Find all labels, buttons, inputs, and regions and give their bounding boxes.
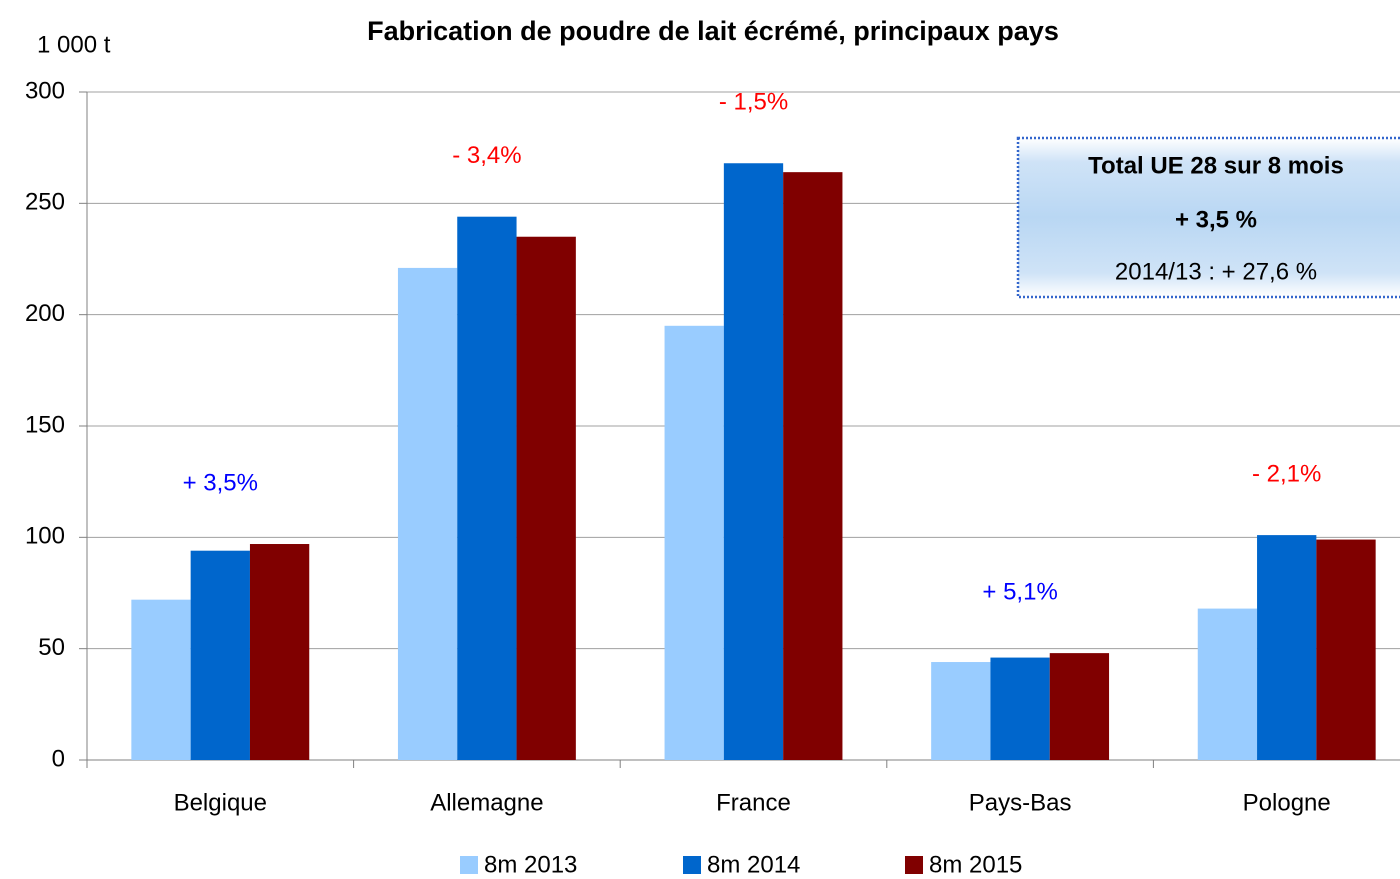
annotation: - 1,5%	[719, 89, 788, 116]
info-box	[1016, 136, 1400, 299]
y-tick-label: 300	[25, 77, 65, 104]
bar	[1257, 535, 1317, 760]
y-tick-label: 200	[25, 300, 65, 327]
bar	[249, 544, 310, 760]
info-box-value: + 3,5 %	[1175, 206, 1257, 233]
x-tick-label: Belgique	[174, 789, 267, 816]
annotation: + 5,1%	[982, 578, 1057, 605]
info-box-note: 2014/13 : + 27,6 %	[1115, 258, 1317, 285]
legend-label: 8m 2015	[929, 851, 1022, 878]
y-tick-label: 50	[38, 634, 65, 661]
bar	[990, 657, 1050, 760]
legend-label: 8m 2014	[707, 851, 800, 878]
legend-swatch	[460, 856, 478, 874]
bar	[783, 172, 843, 760]
x-tick-label: France	[716, 789, 791, 816]
y-axis-label: 1 000 t	[37, 31, 111, 58]
annotation: + 3,5%	[183, 469, 258, 496]
bar	[190, 550, 250, 760]
annotation: - 3,4%	[452, 142, 521, 169]
x-tick-label: Allemagne	[430, 789, 543, 816]
legend-swatch	[683, 856, 701, 874]
info-box-title: Total UE 28 sur 8 mois	[1088, 152, 1344, 179]
bar	[457, 216, 517, 760]
x-tick-label: Pologne	[1243, 789, 1331, 816]
legend-label: 8m 2013	[484, 851, 577, 878]
bar	[1316, 539, 1376, 760]
bar	[1049, 653, 1110, 760]
annotation: - 2,1%	[1252, 460, 1321, 487]
bar	[1197, 608, 1258, 760]
y-tick-label: 150	[25, 411, 65, 438]
y-tick-label: 0	[52, 745, 65, 772]
y-tick-label: 100	[25, 523, 65, 550]
bar	[664, 325, 724, 760]
bar	[131, 599, 191, 760]
chart-title: Fabrication de poudre de lait écrémé, pr…	[367, 16, 1059, 46]
x-tick-label: Pays-Bas	[969, 789, 1072, 816]
bar	[723, 163, 784, 761]
bar	[931, 662, 991, 760]
bar	[516, 236, 576, 760]
bar	[397, 267, 458, 760]
y-tick-label: 250	[25, 189, 65, 216]
legend-swatch	[905, 856, 923, 874]
